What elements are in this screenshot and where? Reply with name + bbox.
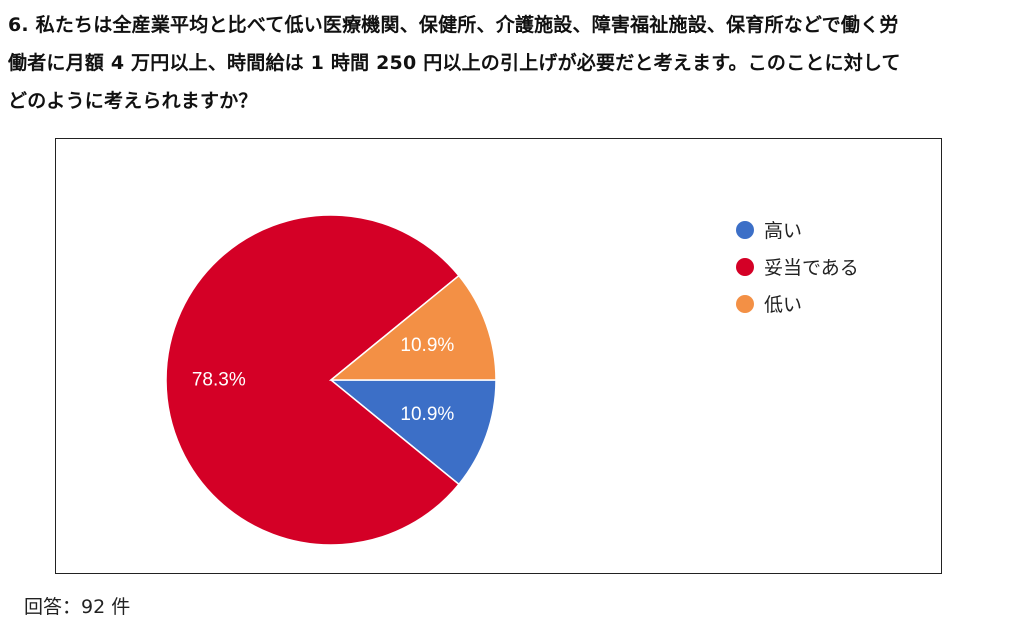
legend-label: 妥当である (764, 257, 859, 279)
pie-chart: 10.9% 78.3% 10.9% (165, 214, 497, 546)
response-count: 回答：92 件 (24, 596, 131, 618)
question-line: 働者に月額 4 万円以上、時間給は 1 時間 250 円以上の引上げが必要だと考… (8, 52, 901, 74)
pie-data-label: 78.3% (192, 370, 246, 391)
legend-item-high: 高い (736, 211, 859, 248)
question-line: 6. 私たちは全産業平均と比べて低い医療機関、保健所、介護施設、障害福祉施設、保… (8, 14, 899, 36)
pie-slice-appropriate (165, 214, 460, 546)
pie-slice-low (328, 274, 497, 381)
legend-item-low: 低い (736, 285, 859, 322)
legend-swatch (736, 220, 754, 239)
legend-item-appropriate: 妥当である (736, 248, 859, 285)
question-text: 6. 私たちは全産業平均と比べて低い医療機関、保健所、介護施設、障害福祉施設、保… (8, 6, 1008, 120)
question-line: どのように考えられますか？ (8, 90, 258, 112)
chart-panel: 10.9% 78.3% 10.9% 高い 妥当である 低い (55, 138, 942, 574)
legend: 高い 妥当である 低い (736, 211, 859, 322)
legend-swatch (736, 294, 754, 313)
legend-label: 低い (764, 294, 803, 316)
pie-slice-high (328, 379, 497, 486)
legend-label: 高い (764, 220, 803, 242)
legend-swatch (736, 257, 754, 276)
pie-data-label: 10.9% (400, 404, 454, 425)
pie-data-label: 10.9% (400, 335, 454, 356)
